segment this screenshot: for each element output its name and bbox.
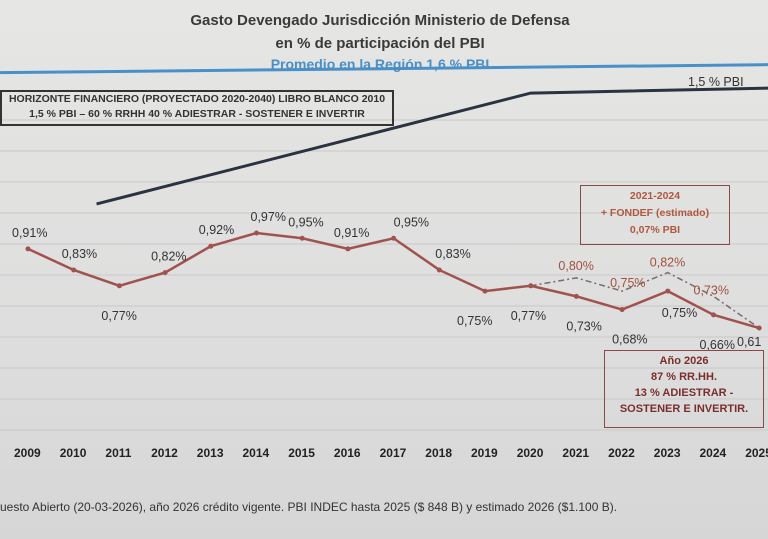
x-tick-label: 2010 — [60, 446, 87, 460]
x-tick-label: 2021 — [562, 446, 589, 460]
data-point — [619, 307, 625, 313]
horizon-line — [96, 86, 768, 206]
data-point — [391, 235, 397, 241]
data-point — [299, 235, 305, 241]
fondef-line-2: + FONDEF (estimado) — [600, 207, 710, 219]
main-series-line — [27, 231, 760, 330]
data-point — [25, 246, 31, 252]
x-tick-label: 2018 — [425, 446, 452, 460]
x-tick-label: 2011 — [105, 446, 131, 460]
x-tick-label: 2016 — [334, 446, 361, 460]
data-point — [756, 325, 762, 331]
data-label: 0,83% — [435, 247, 470, 261]
x-tick-label: 2017 — [380, 446, 407, 460]
data-label: 0,92% — [199, 223, 234, 237]
x-tick-label: 2022 — [608, 446, 635, 460]
y2026-line-4: SOSTENER E INVERTIR. — [619, 403, 749, 415]
data-label: 0,91% — [334, 226, 369, 240]
x-tick-label: 2020 — [517, 446, 544, 460]
data-point — [665, 288, 671, 294]
data-point — [436, 267, 442, 273]
data-point — [482, 288, 488, 294]
chart-title: Gasto Devengado Jurisdicción Ministerio … — [190, 12, 570, 29]
x-tick-label: 2023 — [654, 446, 681, 460]
data-label: 0,73% — [566, 319, 601, 333]
fondef-data-label: 0,80% — [558, 259, 593, 273]
fondef-line-1: 2021-2024 — [629, 190, 681, 202]
x-tick-label: 2025 — [745, 446, 768, 460]
data-point — [71, 267, 77, 273]
y2026-line-2: 87 % RR.HH. — [650, 371, 718, 383]
data-label: 0,75% — [662, 306, 697, 320]
data-point — [116, 283, 122, 289]
x-tick-label: 2013 — [197, 446, 224, 460]
data-label: 0,91% — [12, 226, 47, 240]
x-tick-label: 2019 — [471, 446, 498, 460]
data-label: 0,75% — [457, 314, 492, 328]
projected-fondef-line — [530, 271, 760, 329]
fondef-data-label: 0,82% — [650, 256, 685, 270]
data-point — [573, 293, 579, 299]
x-tick-label: 2012 — [151, 446, 178, 460]
horizon-end-label: 1,5 % PBI — [688, 75, 744, 89]
y2026-line-1: Año 2026 — [659, 355, 709, 367]
fondef-data-label: 0,75% — [610, 276, 645, 290]
data-point — [162, 270, 168, 276]
data-label: 0,77% — [511, 309, 546, 323]
x-tick-label: 2015 — [288, 446, 315, 460]
data-label: 0,68% — [612, 333, 647, 347]
data-label: 0,95% — [288, 215, 323, 229]
reference-line — [0, 63, 768, 75]
x-tick-label: 2014 — [243, 446, 270, 460]
data-point — [711, 312, 716, 318]
data-label: 0,97% — [251, 210, 286, 224]
fondef-line-3: 0,07% PBI — [629, 224, 681, 236]
data-point — [528, 283, 534, 289]
y2026-line-3: 13 % ADIESTRAR - — [634, 387, 734, 399]
data-label: 0,61 — [737, 335, 761, 349]
data-point — [345, 246, 351, 252]
horizon-line-1: HORIZONTE FINANCIERO (PROYECTADO 2020-20… — [8, 93, 386, 105]
source-footnote: uesto Abierto (20-03-2026), año 2026 cré… — [0, 500, 618, 514]
horizon-line-2: 1,5 % PBI – 60 % RRHH 40 % ADIESTRAR - S… — [29, 108, 365, 120]
x-tick-label: 2009 — [14, 446, 41, 460]
data-point — [208, 243, 214, 249]
fondef-data-label: 0,73% — [694, 283, 729, 297]
data-label: 0,83% — [62, 247, 97, 261]
data-point — [254, 230, 259, 236]
data-label: 0,95% — [394, 215, 429, 229]
horizon-annotation: HORIZONTE FINANCIERO (PROYECTADO 2020-20… — [0, 90, 394, 126]
x-tick-label: 2024 — [700, 446, 727, 460]
chart-subtitle: en % de participación del PBI — [275, 35, 485, 52]
data-label: 0,77% — [101, 309, 136, 323]
data-label: 0,82% — [151, 250, 186, 264]
year-2026-annotation: Año 2026 87 % RR.HH. 13 % ADIESTRAR - SO… — [604, 350, 764, 428]
data-label: 0,66% — [700, 338, 735, 352]
fondef-annotation: 2021-2024 + FONDEF (estimado) 0,07% PBI — [580, 185, 730, 245]
